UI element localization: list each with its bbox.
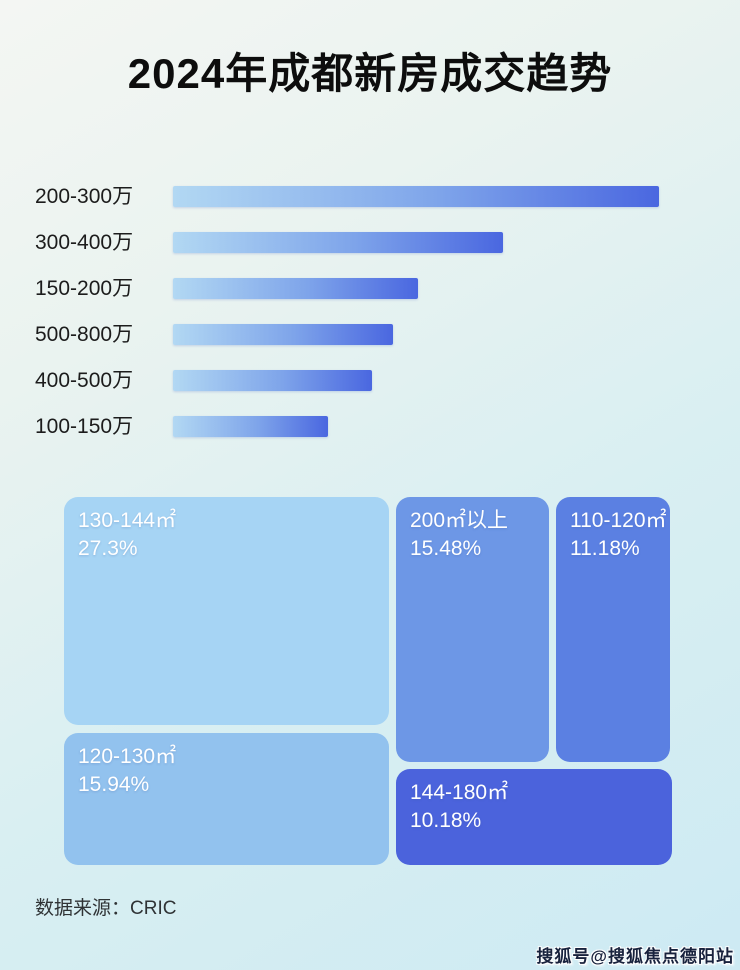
bar-category-label: 200-300万 [35,185,134,208]
treemap-tile: 144-180㎡ 10.18% [396,769,672,865]
unit-area-treemap: 130-144㎡ 27.3% 120-130㎡ 15.94% 200㎡以上 15.48% 1… [64,497,672,865]
bar [173,370,372,391]
price-range-bar-chart: 200-300万 300-400万 150-200万 500-800万 400-500万… [35,186,705,437]
bar-track [161,416,705,437]
treemap-tile-percent: 27.3% [78,537,138,561]
bar [173,232,503,253]
treemap-tile-percent: 15.94% [78,773,150,797]
treemap-tile-label: 144-180㎡ [410,781,509,804]
treemap-tile-percent: 11.18% [570,537,640,561]
bar-category-label: 300-400万 [35,231,134,254]
treemap-tile: 120-130㎡ 15.94% [64,733,389,865]
bar [173,186,659,207]
bar [173,416,328,437]
bar-row: 200-300万 [35,186,705,207]
bar-category-label: 400-500万 [35,369,134,392]
treemap-tile-label: 110-120㎡ [570,509,667,532]
treemap-tile: 200㎡以上 15.48% [396,497,549,762]
bar-track [161,324,705,345]
bar [173,278,418,299]
treemap-tile: 110-120㎡ 11.18% [556,497,670,762]
treemap-tile: 130-144㎡ 27.3% [64,497,389,725]
treemap-tile-label: 200㎡以上 [410,509,509,532]
treemap-tile-label: 130-144㎡ [78,509,177,532]
bar-row: 150-200万 [35,278,705,299]
bar [173,324,393,345]
treemap-tile-label: 120-130㎡ [78,745,177,768]
treemap-tile-percent: 15.48% [410,537,482,561]
bar-track [161,232,705,253]
bar-track [161,278,705,299]
bar-row: 300-400万 [35,232,705,253]
bar-category-label: 100-150万 [35,415,134,438]
bar-track [161,186,705,207]
data-source-note: 数据来源：CRIC [35,898,177,919]
treemap-tile-percent: 10.18% [410,809,482,833]
bar-category-label: 500-800万 [35,323,134,346]
bar-row: 400-500万 [35,370,705,391]
bar-row: 500-800万 [35,324,705,345]
bar-row: 100-150万 [35,416,705,437]
watermark: 搜狐号@搜狐焦点德阳站 [536,947,734,966]
bar-track [161,370,705,391]
page-title: 2024年成都新房成交趋势 [127,50,613,97]
bar-category-label: 150-200万 [35,277,134,300]
